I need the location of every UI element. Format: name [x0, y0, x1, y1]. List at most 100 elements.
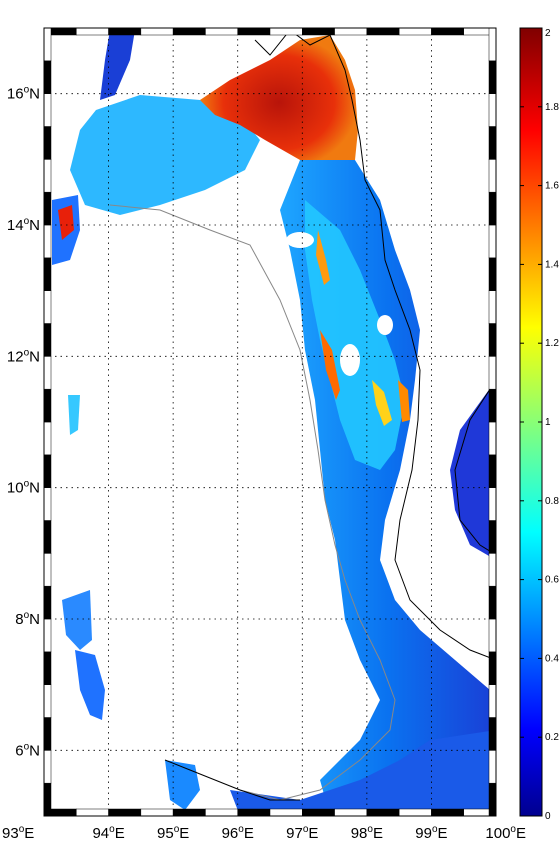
- lat-label: 6oN: [15, 741, 40, 759]
- frame-segment-bottom: [366, 808, 400, 817]
- lon-label: 94oE: [92, 824, 124, 842]
- map-frame: [43, 27, 497, 817]
- frame-segment-left: [43, 750, 52, 784]
- lon-label: 97oE: [286, 824, 318, 842]
- lat-label: 8oN: [15, 610, 40, 628]
- frame-segment-left: [43, 323, 52, 357]
- frame-segment-right: [488, 356, 497, 390]
- frame-segment-bottom: [237, 808, 271, 817]
- shelf-patch-4: [377, 315, 393, 335]
- west-island-south: [75, 650, 105, 720]
- frame-segment-bottom: [108, 808, 142, 817]
- gulf-of-martaban: [200, 35, 358, 170]
- frame-segment-left: [43, 356, 52, 390]
- west-island-cluster: [62, 590, 92, 650]
- frame-segment-top: [237, 27, 271, 36]
- frame-segment-left: [43, 126, 52, 160]
- frame-segment-right: [488, 750, 497, 784]
- colorbar-label: 0.2: [545, 732, 559, 743]
- frame-segment-left: [43, 782, 52, 817]
- andaman-north-hot: [58, 205, 74, 240]
- frame-segment-left: [43, 520, 52, 554]
- shelf-contour: [109, 204, 396, 801]
- frame-segment-top: [108, 27, 142, 36]
- frame-segment-right: [488, 520, 497, 554]
- grid-lines: [44, 28, 496, 816]
- colorbar-label: 0: [545, 811, 551, 822]
- plot-border: [43, 27, 497, 817]
- frame-segment-right: [488, 191, 497, 226]
- colorbar-label: 0.8: [545, 496, 559, 507]
- frame-segment-right: [488, 159, 497, 193]
- lat-label: 14oN: [7, 216, 40, 234]
- lon-label: 100oE: [485, 824, 526, 842]
- lon-label: 96oE: [222, 824, 254, 842]
- frame-segment-right: [488, 290, 497, 324]
- colorbar-label: 1.4: [545, 259, 559, 270]
- frame-segment-right: [488, 224, 497, 259]
- frame-segment-top: [366, 27, 400, 36]
- lon-label: 93oE: [2, 824, 34, 842]
- upper-streak: [316, 230, 330, 285]
- frame-segment-right: [488, 618, 497, 653]
- frame-segment-right: [488, 585, 497, 620]
- frame-segment-left: [43, 224, 52, 259]
- mergui-streak-2: [372, 380, 392, 426]
- frame-segment-left: [43, 585, 52, 620]
- frame-segment-right: [488, 60, 497, 94]
- frame-segment-left: [43, 388, 52, 423]
- frame-segment-right: [488, 257, 497, 291]
- frame-segment-left: [43, 159, 52, 193]
- south-island-ocean: [165, 760, 200, 810]
- lat-label: 16oN: [7, 85, 40, 103]
- frame-segment-bottom: [302, 808, 335, 817]
- colorbar-label: 1.6: [545, 181, 559, 192]
- frame-segment-left: [43, 257, 52, 291]
- latitude-labels: 6oN 8oN 10oN 12oN 14oN 16oN: [7, 85, 40, 760]
- frame-segment-right: [488, 651, 497, 685]
- colorbar-labels: 0 0.2 0.4 0.6 0.8 1 1.2 1.4 1.6 1.8 2: [520, 27, 559, 822]
- gulf-of-thailand-strip: [450, 380, 496, 560]
- frame-segment-top: [431, 27, 464, 36]
- frame-segment-bottom: [334, 808, 368, 817]
- thailand-coastline: [454, 379, 496, 556]
- south-coastline: [164, 759, 300, 801]
- shelf-patch-3: [340, 344, 360, 376]
- frame-segment-top: [172, 27, 206, 36]
- colorbar-label: 1.2: [545, 338, 559, 349]
- frame-segment-left: [43, 454, 52, 488]
- shelf-patch-2: [286, 232, 314, 248]
- frame-segment-top: [334, 27, 368, 36]
- frame-segment-bottom: [205, 808, 238, 817]
- frame-segment-top: [205, 27, 238, 36]
- frame-segment-right: [488, 323, 497, 357]
- colorbar-label: 0.6: [545, 575, 559, 586]
- ocean-field: [52, 30, 496, 816]
- frame-segment-right: [488, 717, 497, 751]
- frame-segment-right: [488, 93, 497, 127]
- colorbar-label: 1: [545, 417, 551, 428]
- frame-segment-right: [488, 553, 497, 587]
- frame-segment-right: [488, 126, 497, 160]
- colorbar-label: 2: [545, 28, 551, 39]
- frame-segment-left: [43, 27, 52, 62]
- colorbar-label: 0.4: [545, 653, 559, 664]
- burma-coastline: [254, 29, 496, 661]
- longitude-labels: 93oE 94oE 95oE 96oE 97oE 98oE 99oE 100oE: [2, 824, 526, 842]
- lat-label: 10oN: [7, 479, 40, 497]
- mergui-streak-1: [320, 330, 340, 400]
- frame-segment-left: [43, 60, 52, 94]
- frame-segment-right: [488, 782, 497, 817]
- frame-segment-left: [43, 717, 52, 751]
- frame-segment-right: [488, 27, 497, 62]
- frame-segment-top: [398, 27, 432, 36]
- colorbar-label: 1.8: [545, 102, 559, 113]
- frame-segment-bottom: [172, 808, 206, 817]
- northwest-corner: [100, 30, 135, 100]
- frame-segment-left: [43, 421, 52, 456]
- frame-segment-top: [76, 27, 109, 36]
- frame-segment-bottom: [269, 808, 303, 817]
- frame-segment-right: [488, 454, 497, 488]
- frame-segment-top: [302, 27, 335, 36]
